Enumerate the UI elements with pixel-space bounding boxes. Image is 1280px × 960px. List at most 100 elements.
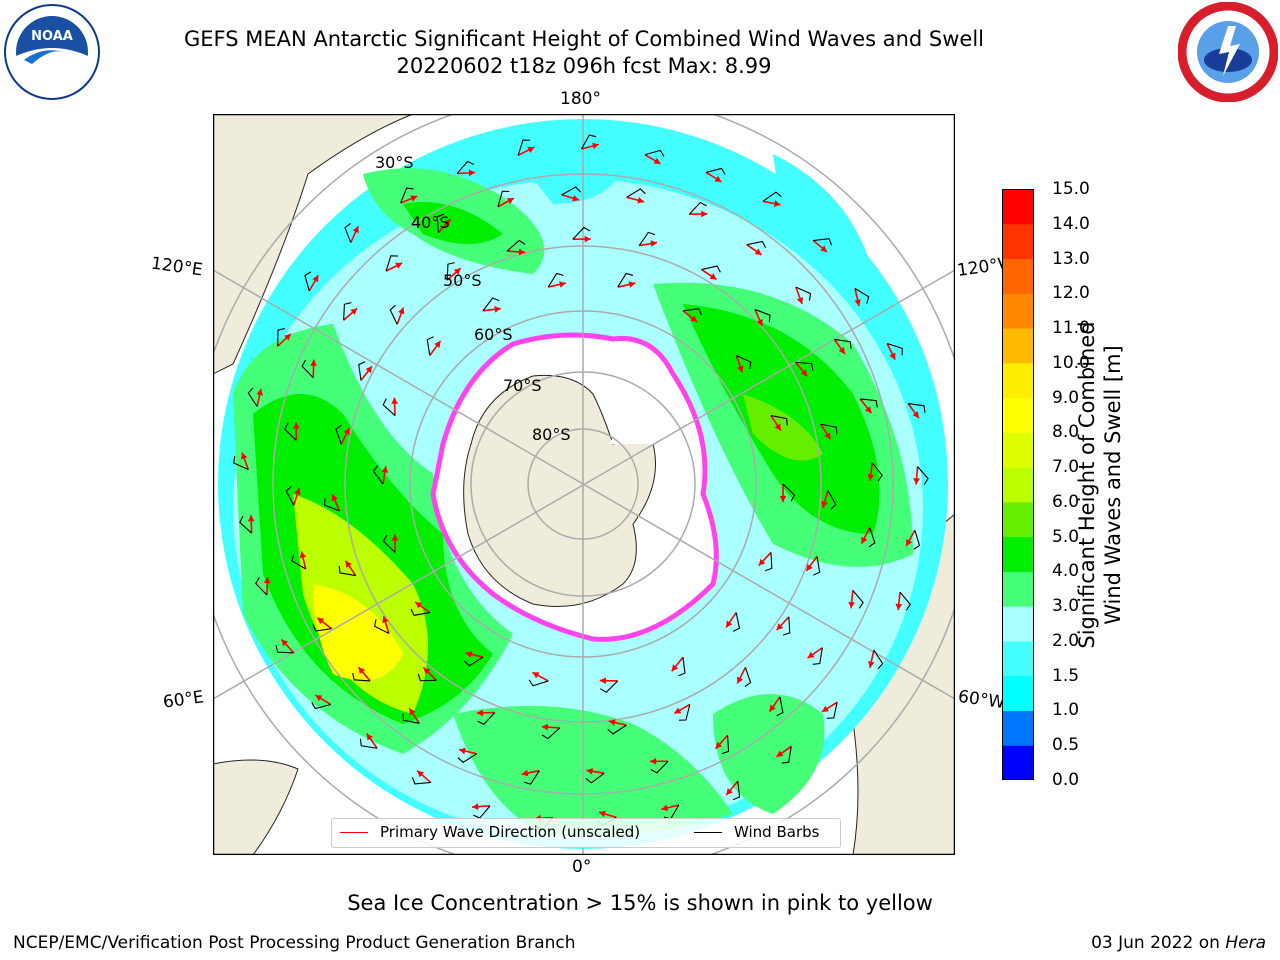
wave-arrow-head xyxy=(864,406,872,414)
wave-arrow-head xyxy=(773,200,781,207)
wave-arrow-head xyxy=(599,677,606,685)
wind-barb xyxy=(239,515,252,534)
lat-label-60: 60°S xyxy=(474,325,513,344)
wind-barb xyxy=(599,680,619,693)
wind-barb xyxy=(732,781,741,801)
wave-arrow-head xyxy=(776,750,784,757)
wave-arrow-head xyxy=(395,262,403,269)
wind-barb xyxy=(456,160,475,174)
wave-arrow-head xyxy=(671,664,679,672)
wave-arrow-head xyxy=(868,661,875,668)
lat-label-70: 70°S xyxy=(503,376,542,395)
wind-barb xyxy=(650,760,669,774)
wind-barb xyxy=(417,673,437,682)
wave-arrow-head xyxy=(453,268,461,275)
wave-arrow-head xyxy=(758,558,766,566)
wind-barb xyxy=(762,191,782,202)
wave-arrow-head xyxy=(861,536,868,544)
wave-arrow-head xyxy=(527,147,535,154)
wave-arrow-head xyxy=(350,308,358,315)
chart-subtitle: 20220602 t18z 096h fcst Max: 8.99 xyxy=(396,54,772,78)
colorbar-segment xyxy=(1002,536,1034,572)
noaa-logo: NOAA xyxy=(4,4,100,100)
colorbar-segment xyxy=(1002,467,1034,503)
wave-arrow-head xyxy=(701,210,708,218)
wind-barb xyxy=(382,534,396,553)
wind-barb xyxy=(277,327,285,347)
nws-logo xyxy=(1178,2,1278,102)
wind-barb xyxy=(764,552,773,572)
wave-arrow-head xyxy=(521,769,529,777)
wave-arrow-head xyxy=(806,563,813,571)
wind-barb xyxy=(827,490,837,510)
wave-arrow-head xyxy=(391,397,398,404)
wave-arrow-head xyxy=(506,198,514,205)
wave-arrow-head xyxy=(867,474,875,481)
wave-arrow-head xyxy=(737,365,744,373)
colorbar-label-line2: Wind Waves and Swell [m] xyxy=(1101,345,1125,625)
footer-date-text: 03 Jun 2022 on xyxy=(1091,933,1226,953)
wave-arrow-head xyxy=(465,651,473,658)
graticule xyxy=(213,114,955,855)
colorbar-segment xyxy=(1002,293,1034,329)
wave-arrow-head xyxy=(572,195,580,202)
wave-arrow-head xyxy=(800,369,808,377)
colorbar-tick-label: 0.5 xyxy=(1052,735,1080,756)
wave-arrow-head xyxy=(468,169,476,177)
wind-barb xyxy=(323,498,340,512)
wind-barb xyxy=(446,262,455,281)
wind-barb xyxy=(871,462,883,482)
wave-arrow-head xyxy=(838,347,845,355)
colorbar-label-line1: Significant Height of Combined xyxy=(1075,321,1099,649)
legend-wave-label: Primary Wave Direction (unscaled) xyxy=(380,823,641,841)
wave-arrow-head xyxy=(726,620,733,628)
wave-arrow-head xyxy=(423,667,431,675)
wind-barb xyxy=(517,139,530,156)
wind-barb xyxy=(389,304,398,325)
wind-barb xyxy=(617,272,634,288)
wave-arrow-head xyxy=(674,707,682,714)
wind-barb xyxy=(754,308,771,323)
wind-barb xyxy=(506,239,526,252)
wind-barb xyxy=(343,302,352,321)
wave-arrow-head xyxy=(281,639,289,647)
wave-arrow-head xyxy=(653,157,661,164)
wind-barb xyxy=(284,422,297,441)
wave-arrow-head xyxy=(714,175,722,182)
wave-arrow-head xyxy=(756,319,763,326)
wave-arrow-head xyxy=(459,747,466,755)
chart-title: GEFS MEAN Antarctic Significant Height o… xyxy=(183,27,985,51)
wave-arrow-head xyxy=(754,248,762,255)
wave-arrow-head xyxy=(726,788,733,795)
wind-barb xyxy=(626,188,646,198)
colorbar-segment xyxy=(1002,432,1034,468)
lon-label-120e: 120°E xyxy=(149,253,204,281)
lon-label-60e: 60°E xyxy=(161,687,206,713)
wave-arrow-head xyxy=(381,466,389,473)
wave-arrow-head xyxy=(637,197,645,204)
wave-arrow-head xyxy=(299,551,307,559)
wind-barb xyxy=(721,735,730,755)
wave-arrow-head xyxy=(779,495,787,502)
wind-barb xyxy=(528,679,549,687)
wave-arrow-head xyxy=(592,142,599,150)
wave-arrow-head xyxy=(532,672,540,679)
wave-arrow-head xyxy=(769,704,776,712)
latitude-labels: 30°S 40°S 50°S 60°S 70°S 80°S xyxy=(375,153,571,444)
colorbar-label: Significant Height of Combined Wind Wave… xyxy=(1074,285,1134,685)
colorbar-tick-label: 13.0 xyxy=(1052,248,1090,269)
colorbar-tick-label: 6.0 xyxy=(1052,491,1080,512)
wave-arrow-head xyxy=(315,695,323,702)
wave-arrow-head xyxy=(661,804,669,812)
map-legend: Primary Wave Direction (unscaled) Wind B… xyxy=(331,818,841,848)
wave-arrow-head xyxy=(848,601,855,609)
wave-arrow-head xyxy=(247,515,255,522)
colorbar-tick-label: 11.0 xyxy=(1052,318,1090,339)
colorbar-segment xyxy=(1002,640,1034,677)
wind-barb xyxy=(735,354,752,370)
wave-arrow-head xyxy=(310,359,317,366)
wave-arrow-head xyxy=(715,741,723,749)
wind-barb xyxy=(826,702,838,719)
wind-barb xyxy=(795,361,814,371)
lat-label-50: 50°S xyxy=(443,271,482,290)
